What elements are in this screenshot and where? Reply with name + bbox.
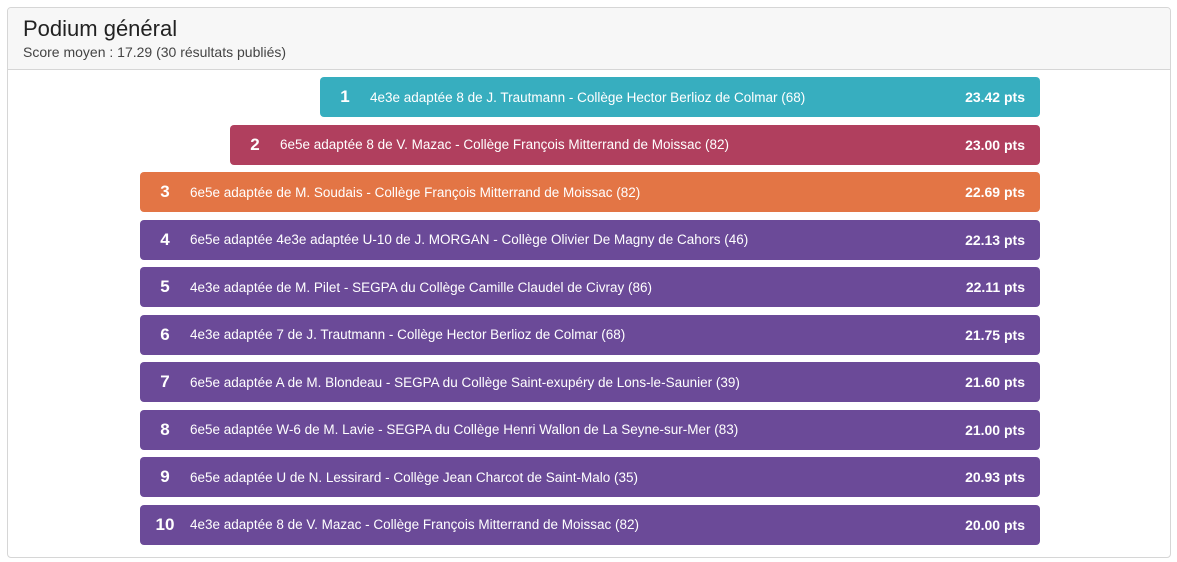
podium-row: 6 4e3e adaptée 7 de J. Trautmann - Collèg… [140,314,1040,355]
rank: 4 [160,229,170,249]
class-label: 6e5e adaptée de M. Soudais - Collège Fra… [190,184,641,200]
podium-row: 5 4e3e adaptée de M. Pilet - SEGPA du Col… [140,267,1040,307]
podium-row: 7 6e5e adaptée A de M. Blondeau - SEGPA d… [140,362,1040,402]
podium-row: 2 6e5e adaptée 8 de V. Mazac - Collège Fr… [230,124,1040,165]
points: 21.75 pts [965,326,1025,343]
points: 22.69 pts [965,184,1025,200]
class-label: 4e3e adaptée de M. Pilet - SEGPA du Coll… [190,279,652,295]
podium-row: 1 4e3e adaptée 8 de J. Trautmann - Collèg… [320,77,1040,117]
rank: 6 [160,324,170,344]
class-label: 4e3e adaptée 7 de J. Trautmann - Collège… [190,327,626,342]
rank: 7 [160,372,170,391]
points: 20.00 pts [965,516,1025,533]
points: 23.00 pts [965,136,1025,153]
rank: 8 [160,419,170,439]
class-label: 6e5e adaptée W-6 de M. Lavie - SEGPA du … [190,422,739,437]
podium-row: 4 6e5e adaptée 4e3e adaptée U-10 de J. MO… [140,219,1040,260]
podium-row: 3 6e5e adaptée de M. Soudais - Collège Fr… [140,172,1040,212]
rank: 9 [160,467,170,486]
points: 23.42 pts [965,89,1025,105]
rank: 10 [155,514,175,534]
rank: 5 [160,277,170,296]
points: 22.13 pts [965,231,1025,248]
rank: 3 [160,182,170,201]
points: 21.00 pts [965,421,1025,438]
podium-row: 9 6e5e adaptée U de N. Lessirard - Collèg… [140,457,1040,497]
rank: 2 [250,134,260,154]
average-score: Score moyen : 17.29 (30 résultats publié… [23,44,287,60]
class-label: 4e3e adaptée 8 de J. Trautmann - Collège… [370,89,806,105]
points: 22.11 pts [965,279,1025,295]
points: 20.93 pts [965,469,1025,485]
class-label: 6e5e adaptée A de M. Blondeau - SEGPA du… [190,374,740,390]
podium-card: Podium général Score moyen : 17.29 (30 r… [7,7,1171,558]
podium-row: 10 4e3e adaptée 8 de V. Mazac - Collège F… [140,504,1040,545]
page-title: Podium général [23,16,178,41]
card-header: Podium général Score moyen : 17.29 (30 r… [8,8,1170,70]
class-label: 4e3e adaptée 8 de V. Mazac - Collège Fra… [190,517,639,532]
class-label: 6e5e adaptée 8 de V. Mazac - Collège Fra… [280,137,729,152]
class-label: 6e5e adaptée U de N. Lessirard - Collège… [190,469,638,485]
points: 21.60 pts [965,374,1025,390]
class-label: 6e5e adaptée 4e3e adaptée U-10 de J. MOR… [190,232,749,247]
rank: 1 [340,87,350,106]
podium-row: 8 6e5e adaptée W-6 de M. Lavie - SEGPA du… [140,409,1040,450]
